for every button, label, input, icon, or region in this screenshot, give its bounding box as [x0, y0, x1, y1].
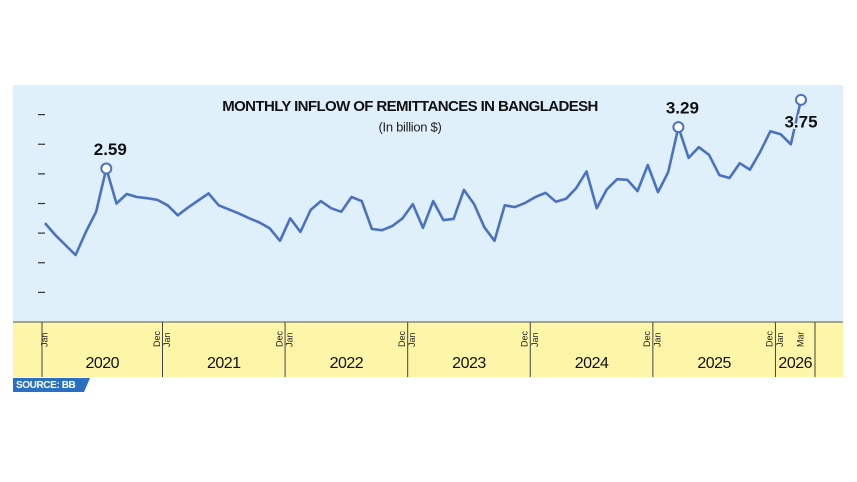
- year-label: 2026: [778, 355, 812, 372]
- chart-title: MONTHLY INFLOW OF REMITTANCES IN BANGLAD…: [222, 98, 598, 115]
- chart-subtitle: (In billion $): [379, 119, 442, 134]
- x-tick-label: Jan: [162, 332, 172, 347]
- value-label: 2.59: [94, 140, 127, 159]
- value-label: 3.29: [666, 99, 699, 118]
- x-tick-label: Dec: [642, 330, 652, 347]
- x-tick-label: Dec: [765, 330, 775, 347]
- x-tick-label: Jan: [39, 332, 49, 347]
- x-tick-label: Jan: [285, 332, 295, 347]
- year-label: 2023: [452, 355, 486, 372]
- highlight-point: [100, 162, 113, 175]
- x-tick-label: Mar: [795, 331, 805, 347]
- year-label: 2024: [575, 355, 609, 372]
- year-label: 2020: [85, 355, 119, 372]
- value-label: 3.75: [784, 112, 817, 131]
- x-tick-label: Jan: [775, 332, 785, 347]
- year-label: 2022: [330, 355, 364, 372]
- source: SOURCE: BB: [16, 380, 76, 391]
- highlight-point: [672, 121, 685, 134]
- x-tick-label: Jan: [652, 332, 662, 347]
- x-tick-label: Jan: [407, 332, 417, 347]
- x-tick-label: Dec: [274, 330, 284, 347]
- line-series: [44, 99, 803, 257]
- x-axis-band: [13, 322, 843, 377]
- plot-background: [13, 85, 843, 322]
- year-label: 2025: [697, 355, 731, 372]
- x-tick-label: Dec: [397, 330, 407, 347]
- x-tick-label: Jan: [530, 332, 540, 347]
- x-tick-label: Dec: [152, 330, 162, 347]
- source-tag: [13, 378, 90, 392]
- x-tick-label: Dec: [520, 330, 530, 347]
- highlight-point: [795, 93, 807, 106]
- year-label: 2021: [207, 355, 241, 372]
